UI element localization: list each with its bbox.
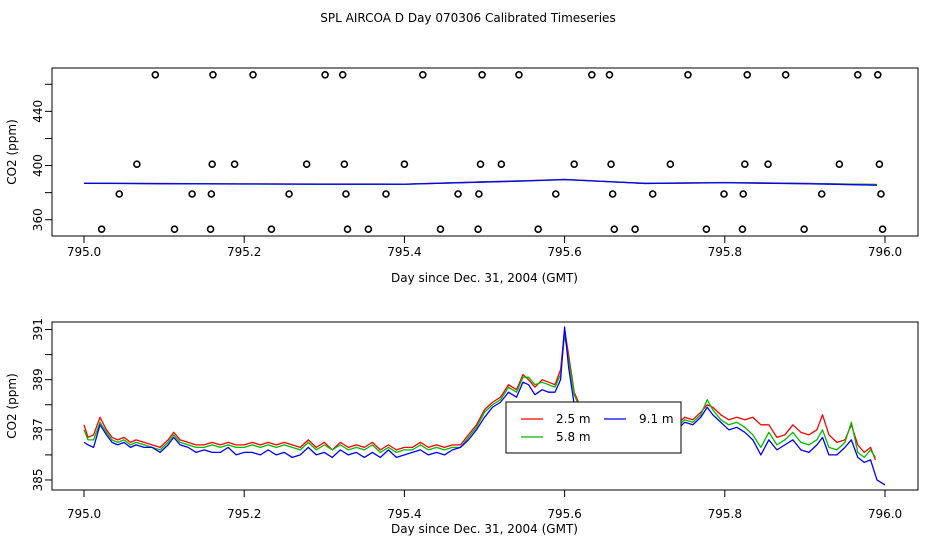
x-tick-label: 795.8 xyxy=(708,245,742,259)
x-tick-label: 795.2 xyxy=(227,507,261,521)
calibration-point xyxy=(321,70,329,79)
series-line-25m xyxy=(83,328,876,461)
legend-box xyxy=(505,401,682,454)
series-line-91m xyxy=(83,326,886,486)
legend: 2.5 m 9.1 m 5.8 m xyxy=(505,401,682,454)
calibration-point xyxy=(835,160,844,168)
calibration-point xyxy=(474,225,482,234)
bottom-panel: 795.0 795.2 795.4 795.6 795.8 796.0 385 387 389 3… xyxy=(5,318,919,536)
x-tick-label: 795.2 xyxy=(227,245,261,259)
calibration-point xyxy=(302,160,311,168)
calibration-point xyxy=(382,190,390,198)
calibration-point xyxy=(478,70,486,79)
calibration-point xyxy=(878,225,887,234)
x-tick-label: 796.0 xyxy=(868,245,902,259)
y-axis-label: CO2 (ppm) xyxy=(5,119,19,185)
calibration-point xyxy=(781,70,790,79)
y-tick-label: 389 xyxy=(31,368,45,391)
legend-label: 2.5 m xyxy=(556,412,591,426)
x-tick-label: 795.0 xyxy=(67,507,101,521)
calibration-point xyxy=(800,225,808,234)
calibration-point xyxy=(648,190,657,198)
calibration-point xyxy=(497,160,506,168)
y-tick-label: 400 xyxy=(31,154,45,177)
calibration-point xyxy=(853,70,862,79)
calibration-point xyxy=(208,160,216,168)
plot-frame xyxy=(51,321,919,491)
y-tick-label: 385 xyxy=(31,469,45,492)
x-tick-label: 795.6 xyxy=(547,245,581,259)
calibration-point xyxy=(267,225,276,234)
calibration-point xyxy=(209,70,217,79)
calibration-point xyxy=(475,190,483,198)
chart-title: SPL AIRCOA D Day 070306 Calibrated Times… xyxy=(320,11,615,25)
y-tick-label: 360 xyxy=(31,208,45,231)
x-tick-label: 795.4 xyxy=(387,507,421,521)
legend-label: 5.8 m xyxy=(556,430,591,444)
calibration-point xyxy=(877,190,885,198)
y-tick-label: 387 xyxy=(31,418,45,441)
x-axis-label: Day since Dec. 31, 2004 (GMT) xyxy=(391,522,578,536)
calibration-point xyxy=(206,225,215,234)
calibration-point xyxy=(400,160,409,168)
calibration-point xyxy=(249,70,257,79)
calibration-point xyxy=(607,160,615,168)
calibration-point xyxy=(684,70,692,79)
y-tick-label: 440 xyxy=(31,100,45,123)
calibration-point xyxy=(610,225,619,234)
calibration-point xyxy=(764,160,772,168)
calibration-point xyxy=(342,190,350,198)
calibration-point xyxy=(207,190,216,198)
calibration-point xyxy=(741,160,749,168)
x-tick-label: 796.0 xyxy=(868,507,902,521)
calibration-point xyxy=(873,70,882,79)
calibration-point xyxy=(534,225,542,234)
calibration-point xyxy=(151,70,160,79)
calibration-point xyxy=(515,70,523,79)
x-tick-label: 795.0 xyxy=(67,245,101,259)
calibration-point xyxy=(666,160,675,168)
x-tick-label: 795.6 xyxy=(547,507,581,521)
calibration-point xyxy=(570,160,579,168)
calibration-point xyxy=(343,225,352,234)
calibration-point xyxy=(739,190,748,198)
calibration-point xyxy=(476,160,485,168)
calibration-point xyxy=(133,160,141,168)
calibration-point xyxy=(605,70,614,79)
y-tick-label: 391 xyxy=(31,318,45,341)
calibration-point xyxy=(188,190,196,198)
calibration-point xyxy=(738,225,747,234)
plot-frame xyxy=(51,67,919,237)
x-tick-label: 795.8 xyxy=(708,507,742,521)
calibration-point xyxy=(608,190,617,198)
calibration-point xyxy=(743,70,752,79)
calibration-point xyxy=(285,190,293,198)
calibration-point xyxy=(454,190,462,198)
top-panel: 795.0 795.2 795.4 795.6 795.8 796.0 360 400 440 D… xyxy=(5,67,919,285)
y-axis-label: CO2 (ppm) xyxy=(5,373,19,439)
calibration-point xyxy=(702,225,711,234)
calibration-point xyxy=(551,190,560,198)
legend-label: 9.1 m xyxy=(639,412,674,426)
calibration-point xyxy=(875,160,884,168)
calibration-point xyxy=(364,225,373,234)
x-tick-label: 795.4 xyxy=(387,245,421,259)
calibration-point xyxy=(115,190,124,198)
calibration-point xyxy=(817,190,826,198)
series-line-58m xyxy=(83,333,876,459)
calibration-point xyxy=(419,70,427,79)
calibration-point xyxy=(588,70,596,79)
calibration-point xyxy=(170,225,179,234)
x-axis-label: Day since Dec. 31, 2004 (GMT) xyxy=(391,271,578,285)
calibration-point xyxy=(338,70,347,79)
calibration-point xyxy=(631,225,639,234)
calibration-point xyxy=(340,160,349,168)
calibration-point xyxy=(97,225,106,234)
series-line-91m xyxy=(83,178,878,186)
calibration-point xyxy=(436,225,445,234)
calibration-point xyxy=(720,190,728,198)
calibration-point xyxy=(230,160,239,168)
